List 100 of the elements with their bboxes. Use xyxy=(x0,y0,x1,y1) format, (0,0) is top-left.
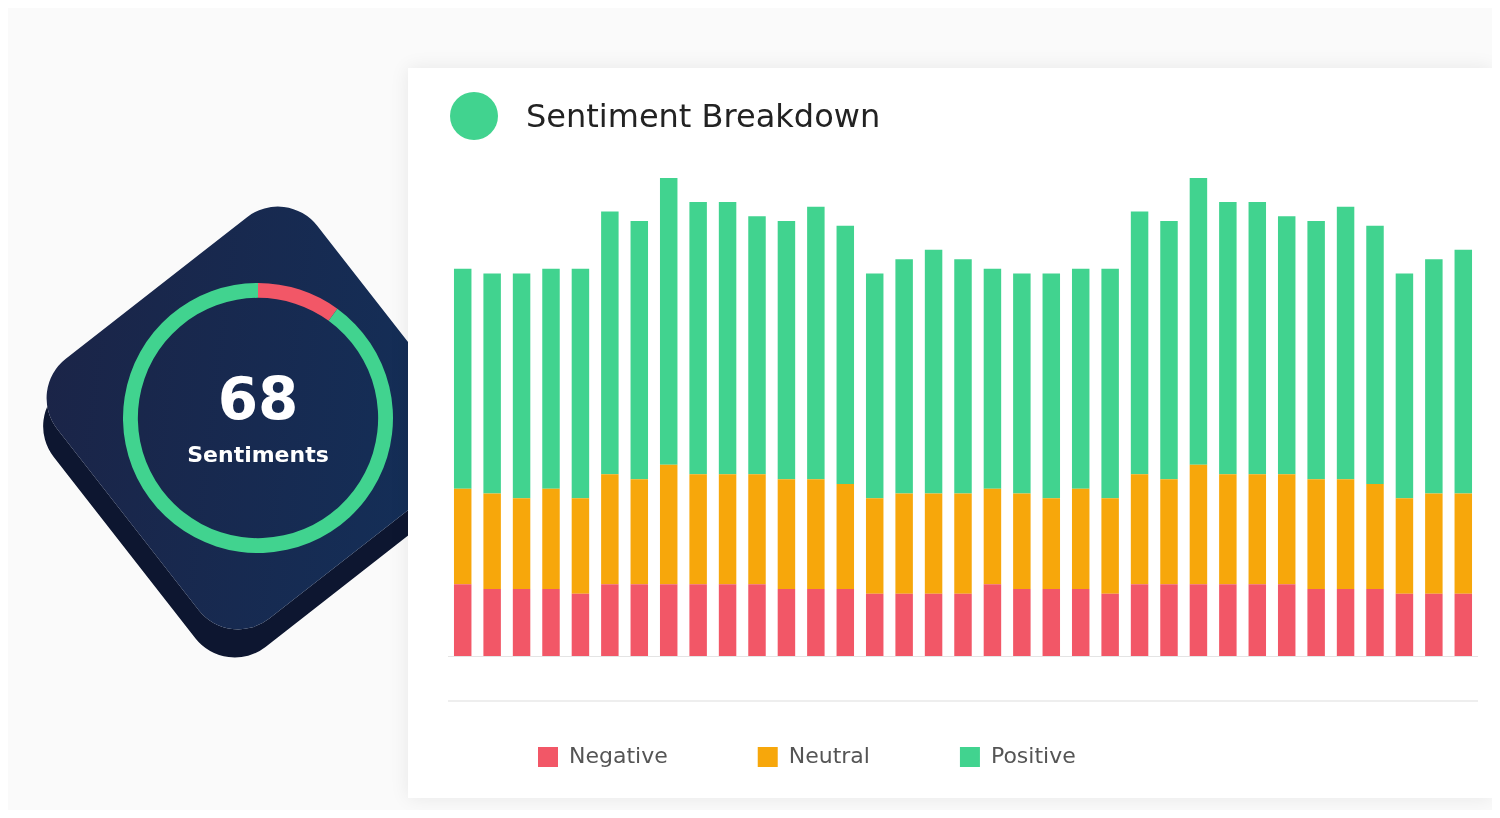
bar xyxy=(1336,479,1355,590)
bar xyxy=(1130,474,1149,585)
bar xyxy=(1071,589,1090,656)
bar xyxy=(1454,493,1473,594)
bar xyxy=(512,498,531,590)
bar xyxy=(865,593,884,656)
bar xyxy=(748,584,766,656)
bar xyxy=(954,259,972,494)
bar xyxy=(1366,483,1384,590)
bar xyxy=(483,589,501,656)
bar xyxy=(453,488,472,585)
bar xyxy=(1042,498,1061,590)
bar xyxy=(1425,493,1443,594)
bar xyxy=(571,268,590,499)
bar xyxy=(1366,225,1384,484)
bar xyxy=(689,474,707,585)
bar xyxy=(777,221,796,480)
bar xyxy=(1013,493,1031,590)
bar xyxy=(777,479,796,590)
bar xyxy=(1219,584,1237,656)
bar xyxy=(718,584,737,656)
bar xyxy=(689,584,707,656)
bar xyxy=(1071,488,1090,590)
bar xyxy=(807,206,825,480)
bar xyxy=(983,268,1002,489)
bar xyxy=(1042,273,1061,499)
text: 68 xyxy=(217,365,299,434)
bar xyxy=(1248,201,1267,475)
bar xyxy=(1307,221,1325,480)
bar xyxy=(601,584,619,656)
bar xyxy=(718,201,737,475)
bar xyxy=(895,493,913,594)
bar xyxy=(1395,273,1414,499)
bar xyxy=(659,584,678,656)
bar xyxy=(1277,474,1296,585)
bar xyxy=(601,474,619,585)
bar xyxy=(1013,589,1031,656)
bar xyxy=(1425,593,1443,656)
bar xyxy=(1071,268,1090,489)
bar xyxy=(836,483,855,590)
bar xyxy=(1425,259,1443,494)
legend-label: Positive xyxy=(990,742,1076,768)
bar xyxy=(1042,589,1061,656)
bar xyxy=(1189,584,1208,656)
bar xyxy=(1454,593,1473,656)
bar xyxy=(1160,221,1178,480)
bar xyxy=(659,178,678,465)
bar xyxy=(895,259,913,494)
bar xyxy=(542,589,560,656)
bar xyxy=(836,225,855,484)
bar xyxy=(1130,584,1149,656)
bar xyxy=(630,584,649,656)
bar xyxy=(453,584,472,656)
bar xyxy=(748,474,766,585)
bar xyxy=(630,479,649,585)
bar xyxy=(865,498,884,594)
bar xyxy=(954,493,972,594)
bar xyxy=(718,474,737,585)
bar xyxy=(1248,584,1267,656)
bar xyxy=(542,488,560,590)
bar xyxy=(1219,201,1237,475)
bar xyxy=(689,201,707,475)
bar xyxy=(512,273,531,499)
bar xyxy=(1336,589,1355,656)
bar xyxy=(1219,474,1237,585)
bar xyxy=(1454,249,1473,494)
bar xyxy=(512,589,531,656)
bar xyxy=(1160,479,1178,585)
bar xyxy=(1160,584,1178,656)
chart-title: Sentiment Breakdown xyxy=(526,97,881,135)
bar xyxy=(1277,584,1296,656)
bar xyxy=(1101,268,1119,499)
bar xyxy=(1307,589,1325,656)
bar xyxy=(571,498,590,594)
bar xyxy=(924,493,943,594)
legend-label: Neutral xyxy=(788,742,870,768)
bar xyxy=(571,593,590,656)
bar xyxy=(1336,206,1355,480)
bar xyxy=(924,249,943,494)
bar xyxy=(836,589,855,656)
bar xyxy=(983,488,1002,585)
bar xyxy=(601,211,619,475)
bar xyxy=(807,479,825,590)
bar xyxy=(1307,479,1325,590)
bar xyxy=(542,268,560,489)
bar xyxy=(1101,498,1119,594)
bar xyxy=(483,493,501,590)
bar xyxy=(659,464,678,585)
bar xyxy=(954,593,972,656)
text: Sentiments xyxy=(187,441,329,467)
bar xyxy=(1395,593,1414,656)
legend-label: Negative xyxy=(569,742,668,768)
bar xyxy=(1277,216,1296,475)
bar xyxy=(807,589,825,656)
bar xyxy=(1248,474,1267,585)
bar xyxy=(453,268,472,489)
bar xyxy=(483,273,501,494)
bar xyxy=(1395,498,1414,594)
bar xyxy=(865,273,884,499)
bar xyxy=(777,589,796,656)
